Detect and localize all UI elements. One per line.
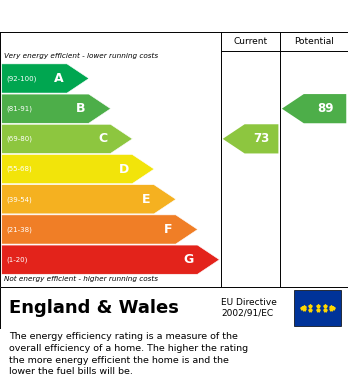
Text: (92-100): (92-100) <box>6 75 36 82</box>
Text: Very energy efficient - lower running costs: Very energy efficient - lower running co… <box>4 52 158 59</box>
Text: Not energy efficient - higher running costs: Not energy efficient - higher running co… <box>4 276 158 282</box>
Text: (81-91): (81-91) <box>6 106 32 112</box>
Text: B: B <box>76 102 85 115</box>
Text: (21-38): (21-38) <box>6 226 32 233</box>
Text: E: E <box>142 193 150 206</box>
Text: Potential: Potential <box>294 37 334 46</box>
Text: (69-80): (69-80) <box>6 136 32 142</box>
Text: 73: 73 <box>253 133 270 145</box>
Text: (55-68): (55-68) <box>6 166 32 172</box>
Polygon shape <box>2 154 154 184</box>
Text: C: C <box>98 133 107 145</box>
Text: England & Wales: England & Wales <box>9 299 179 317</box>
Text: The energy efficiency rating is a measure of the
overall efficiency of a home. T: The energy efficiency rating is a measur… <box>9 332 248 377</box>
Text: A: A <box>54 72 63 85</box>
Polygon shape <box>2 185 176 214</box>
Polygon shape <box>282 94 346 123</box>
Text: (1-20): (1-20) <box>6 256 27 263</box>
Polygon shape <box>2 64 89 93</box>
Text: F: F <box>164 223 172 236</box>
Text: Current: Current <box>234 37 268 46</box>
Text: Energy Efficiency Rating: Energy Efficiency Rating <box>9 9 219 23</box>
Text: G: G <box>184 253 194 266</box>
Text: EU Directive
2002/91/EC: EU Directive 2002/91/EC <box>221 298 277 318</box>
Polygon shape <box>2 94 111 123</box>
Text: (39-54): (39-54) <box>6 196 32 203</box>
Polygon shape <box>223 124 278 153</box>
Text: D: D <box>119 163 129 176</box>
Polygon shape <box>2 124 132 153</box>
Polygon shape <box>2 245 219 274</box>
Bar <box>294 291 341 326</box>
Polygon shape <box>2 215 198 244</box>
Text: 89: 89 <box>317 102 333 115</box>
